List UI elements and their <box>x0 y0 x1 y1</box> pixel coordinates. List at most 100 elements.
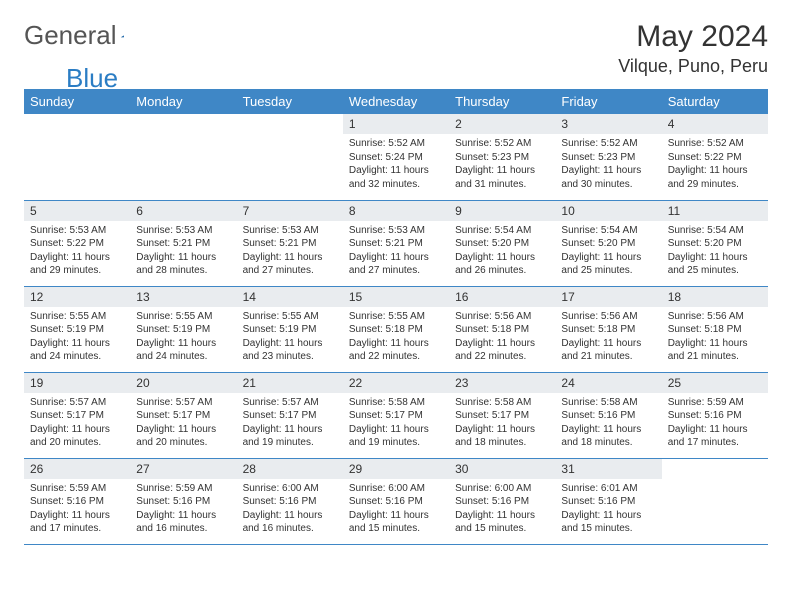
day-details: Sunrise: 6:01 AMSunset: 5:16 PMDaylight:… <box>555 479 661 540</box>
day-details: Sunrise: 5:53 AMSunset: 5:21 PMDaylight:… <box>343 221 449 282</box>
calendar-day-cell: 31Sunrise: 6:01 AMSunset: 5:16 PMDayligh… <box>555 458 661 544</box>
day-details: Sunrise: 5:59 AMSunset: 5:16 PMDaylight:… <box>24 479 130 540</box>
day-details: Sunrise: 5:54 AMSunset: 5:20 PMDaylight:… <box>555 221 661 282</box>
day-details: Sunrise: 5:59 AMSunset: 5:16 PMDaylight:… <box>662 393 768 454</box>
day-number: 5 <box>24 201 130 221</box>
calendar-day-cell: 6Sunrise: 5:53 AMSunset: 5:21 PMDaylight… <box>130 200 236 286</box>
day-number: 21 <box>237 373 343 393</box>
day-number: 3 <box>555 114 661 134</box>
day-number: 20 <box>130 373 236 393</box>
calendar-day-cell <box>24 114 130 200</box>
day-number: 29 <box>343 459 449 479</box>
day-number: 27 <box>130 459 236 479</box>
day-details: Sunrise: 6:00 AMSunset: 5:16 PMDaylight:… <box>343 479 449 540</box>
calendar-day-cell: 29Sunrise: 6:00 AMSunset: 5:16 PMDayligh… <box>343 458 449 544</box>
title-block: May 2024 Vilque, Puno, Peru <box>618 20 768 77</box>
calendar-day-cell <box>237 114 343 200</box>
calendar-day-cell: 12Sunrise: 5:55 AMSunset: 5:19 PMDayligh… <box>24 286 130 372</box>
calendar-day-cell: 30Sunrise: 6:00 AMSunset: 5:16 PMDayligh… <box>449 458 555 544</box>
day-details: Sunrise: 5:57 AMSunset: 5:17 PMDaylight:… <box>24 393 130 454</box>
calendar-day-cell: 20Sunrise: 5:57 AMSunset: 5:17 PMDayligh… <box>130 372 236 458</box>
weekday-header: Monday <box>130 89 236 114</box>
day-number: 11 <box>662 201 768 221</box>
logo-text-general: General <box>24 20 117 51</box>
day-details: Sunrise: 6:00 AMSunset: 5:16 PMDaylight:… <box>237 479 343 540</box>
calendar-day-cell: 21Sunrise: 5:57 AMSunset: 5:17 PMDayligh… <box>237 372 343 458</box>
calendar-day-cell: 16Sunrise: 5:56 AMSunset: 5:18 PMDayligh… <box>449 286 555 372</box>
calendar-day-cell: 8Sunrise: 5:53 AMSunset: 5:21 PMDaylight… <box>343 200 449 286</box>
day-number: 24 <box>555 373 661 393</box>
calendar-day-cell: 11Sunrise: 5:54 AMSunset: 5:20 PMDayligh… <box>662 200 768 286</box>
day-details: Sunrise: 5:58 AMSunset: 5:16 PMDaylight:… <box>555 393 661 454</box>
calendar-day-cell: 2Sunrise: 5:52 AMSunset: 5:23 PMDaylight… <box>449 114 555 200</box>
weekday-header: Tuesday <box>237 89 343 114</box>
header: General May 2024 Vilque, Puno, Peru <box>24 20 768 77</box>
calendar-day-cell: 14Sunrise: 5:55 AMSunset: 5:19 PMDayligh… <box>237 286 343 372</box>
day-number: 23 <box>449 373 555 393</box>
day-number: 14 <box>237 287 343 307</box>
calendar-day-cell: 9Sunrise: 5:54 AMSunset: 5:20 PMDaylight… <box>449 200 555 286</box>
day-number: 17 <box>555 287 661 307</box>
day-number: 7 <box>237 201 343 221</box>
day-number: 22 <box>343 373 449 393</box>
day-details: Sunrise: 5:54 AMSunset: 5:20 PMDaylight:… <box>662 221 768 282</box>
day-number: 28 <box>237 459 343 479</box>
day-number: 4 <box>662 114 768 134</box>
calendar-day-cell: 22Sunrise: 5:58 AMSunset: 5:17 PMDayligh… <box>343 372 449 458</box>
calendar-day-cell: 7Sunrise: 5:53 AMSunset: 5:21 PMDaylight… <box>237 200 343 286</box>
day-details: Sunrise: 5:59 AMSunset: 5:16 PMDaylight:… <box>130 479 236 540</box>
weekday-header: Thursday <box>449 89 555 114</box>
day-number: 19 <box>24 373 130 393</box>
day-number: 16 <box>449 287 555 307</box>
calendar-body: 1Sunrise: 5:52 AMSunset: 5:24 PMDaylight… <box>24 114 768 544</box>
day-details: Sunrise: 5:56 AMSunset: 5:18 PMDaylight:… <box>662 307 768 368</box>
weekday-header: Friday <box>555 89 661 114</box>
day-number: 31 <box>555 459 661 479</box>
day-details: Sunrise: 5:53 AMSunset: 5:21 PMDaylight:… <box>237 221 343 282</box>
calendar-week-row: 19Sunrise: 5:57 AMSunset: 5:17 PMDayligh… <box>24 372 768 458</box>
day-details: Sunrise: 5:52 AMSunset: 5:23 PMDaylight:… <box>555 134 661 195</box>
calendar-day-cell: 24Sunrise: 5:58 AMSunset: 5:16 PMDayligh… <box>555 372 661 458</box>
calendar-day-cell: 10Sunrise: 5:54 AMSunset: 5:20 PMDayligh… <box>555 200 661 286</box>
day-number: 6 <box>130 201 236 221</box>
day-number: 18 <box>662 287 768 307</box>
weekday-header: Saturday <box>662 89 768 114</box>
calendar-week-row: 12Sunrise: 5:55 AMSunset: 5:19 PMDayligh… <box>24 286 768 372</box>
day-details: Sunrise: 6:00 AMSunset: 5:16 PMDaylight:… <box>449 479 555 540</box>
day-number: 2 <box>449 114 555 134</box>
calendar-day-cell: 25Sunrise: 5:59 AMSunset: 5:16 PMDayligh… <box>662 372 768 458</box>
calendar-day-cell: 13Sunrise: 5:55 AMSunset: 5:19 PMDayligh… <box>130 286 236 372</box>
logo: General <box>24 20 145 51</box>
day-details: Sunrise: 5:52 AMSunset: 5:22 PMDaylight:… <box>662 134 768 195</box>
day-number: 12 <box>24 287 130 307</box>
day-details: Sunrise: 5:53 AMSunset: 5:22 PMDaylight:… <box>24 221 130 282</box>
day-details: Sunrise: 5:56 AMSunset: 5:18 PMDaylight:… <box>555 307 661 368</box>
calendar-day-cell: 18Sunrise: 5:56 AMSunset: 5:18 PMDayligh… <box>662 286 768 372</box>
day-number: 8 <box>343 201 449 221</box>
day-details: Sunrise: 5:57 AMSunset: 5:17 PMDaylight:… <box>237 393 343 454</box>
calendar-day-cell: 5Sunrise: 5:53 AMSunset: 5:22 PMDaylight… <box>24 200 130 286</box>
day-number: 1 <box>343 114 449 134</box>
day-details: Sunrise: 5:55 AMSunset: 5:19 PMDaylight:… <box>130 307 236 368</box>
calendar-week-row: 5Sunrise: 5:53 AMSunset: 5:22 PMDaylight… <box>24 200 768 286</box>
day-details: Sunrise: 5:53 AMSunset: 5:21 PMDaylight:… <box>130 221 236 282</box>
day-details: Sunrise: 5:58 AMSunset: 5:17 PMDaylight:… <box>343 393 449 454</box>
day-number: 10 <box>555 201 661 221</box>
calendar-day-cell: 17Sunrise: 5:56 AMSunset: 5:18 PMDayligh… <box>555 286 661 372</box>
calendar-week-row: 26Sunrise: 5:59 AMSunset: 5:16 PMDayligh… <box>24 458 768 544</box>
day-details: Sunrise: 5:57 AMSunset: 5:17 PMDaylight:… <box>130 393 236 454</box>
calendar-day-cell: 3Sunrise: 5:52 AMSunset: 5:23 PMDaylight… <box>555 114 661 200</box>
day-number: 9 <box>449 201 555 221</box>
day-number: 15 <box>343 287 449 307</box>
calendar-day-cell: 4Sunrise: 5:52 AMSunset: 5:22 PMDaylight… <box>662 114 768 200</box>
month-title: May 2024 <box>618 20 768 54</box>
logo-text-blue: Blue <box>66 63 118 94</box>
day-details: Sunrise: 5:55 AMSunset: 5:18 PMDaylight:… <box>343 307 449 368</box>
day-number: 13 <box>130 287 236 307</box>
calendar-day-cell: 26Sunrise: 5:59 AMSunset: 5:16 PMDayligh… <box>24 458 130 544</box>
day-details: Sunrise: 5:52 AMSunset: 5:24 PMDaylight:… <box>343 134 449 195</box>
calendar-day-cell: 1Sunrise: 5:52 AMSunset: 5:24 PMDaylight… <box>343 114 449 200</box>
day-number: 30 <box>449 459 555 479</box>
day-details: Sunrise: 5:55 AMSunset: 5:19 PMDaylight:… <box>24 307 130 368</box>
calendar-day-cell: 23Sunrise: 5:58 AMSunset: 5:17 PMDayligh… <box>449 372 555 458</box>
